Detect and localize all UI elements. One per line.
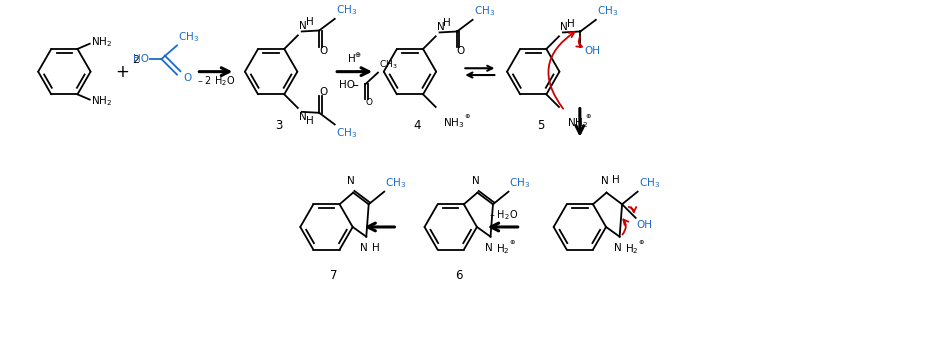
Text: N: N [360, 243, 369, 254]
Text: N: N [484, 243, 492, 254]
Text: $^{⊕}$: $^{⊕}$ [509, 240, 516, 249]
Text: –: – [352, 79, 358, 92]
Text: N: N [614, 243, 621, 254]
Text: HO: HO [133, 54, 149, 64]
Text: – H$_2$O: – H$_2$O [488, 208, 518, 222]
Text: H: H [567, 19, 575, 29]
Text: O: O [366, 98, 372, 107]
Text: H$_2$: H$_2$ [625, 242, 639, 256]
Text: 7: 7 [331, 269, 338, 282]
Text: NH$_2$: NH$_2$ [91, 95, 112, 108]
Text: H: H [306, 17, 314, 27]
Text: H: H [306, 116, 314, 126]
Text: O: O [183, 73, 192, 83]
Text: 5: 5 [538, 119, 544, 132]
Text: N: N [299, 21, 307, 32]
Text: NH$_2$: NH$_2$ [567, 117, 588, 131]
Text: 2: 2 [132, 55, 140, 65]
Text: 3: 3 [276, 119, 282, 132]
Text: – 2 H$_2$O: – 2 H$_2$O [197, 74, 235, 88]
Text: CH$_3$: CH$_3$ [178, 30, 200, 44]
Text: 6: 6 [455, 269, 463, 282]
Text: CH$_3$: CH$_3$ [638, 176, 660, 190]
Text: $^{⊕}$: $^{⊕}$ [638, 240, 645, 249]
Text: N: N [600, 176, 608, 186]
Text: CH$_3$: CH$_3$ [385, 176, 407, 190]
Text: CH$_3$: CH$_3$ [335, 3, 357, 17]
Text: OH: OH [584, 46, 600, 56]
Text: NH$_3$: NH$_3$ [444, 117, 465, 131]
Text: H$_2$: H$_2$ [496, 242, 510, 256]
Text: CH$_3$: CH$_3$ [473, 4, 495, 18]
Text: O: O [319, 87, 327, 98]
Text: HO: HO [339, 80, 355, 90]
Text: N: N [471, 176, 480, 186]
Text: H: H [372, 242, 380, 253]
Text: H: H [613, 175, 620, 185]
Text: H$^{⊕}$: H$^{⊕}$ [347, 52, 362, 65]
Text: N: N [437, 22, 445, 32]
Text: +: + [116, 63, 129, 81]
Text: CH$_3$: CH$_3$ [597, 4, 618, 18]
Text: H: H [444, 18, 451, 28]
Text: O: O [457, 46, 466, 56]
Text: CH$_3$: CH$_3$ [335, 126, 357, 140]
Text: NH$_2$: NH$_2$ [91, 35, 112, 49]
Text: $^{⊕}$: $^{⊕}$ [585, 114, 592, 123]
Text: O: O [319, 46, 327, 56]
Text: N: N [560, 22, 568, 32]
Text: N: N [299, 112, 307, 122]
Text: N: N [348, 176, 355, 186]
Text: OH: OH [636, 220, 653, 230]
Text: $^{⊕}$: $^{⊕}$ [464, 114, 471, 123]
Text: CH$_3$: CH$_3$ [509, 176, 531, 190]
Text: CH$_3$: CH$_3$ [379, 58, 397, 71]
Text: 4: 4 [413, 119, 421, 132]
